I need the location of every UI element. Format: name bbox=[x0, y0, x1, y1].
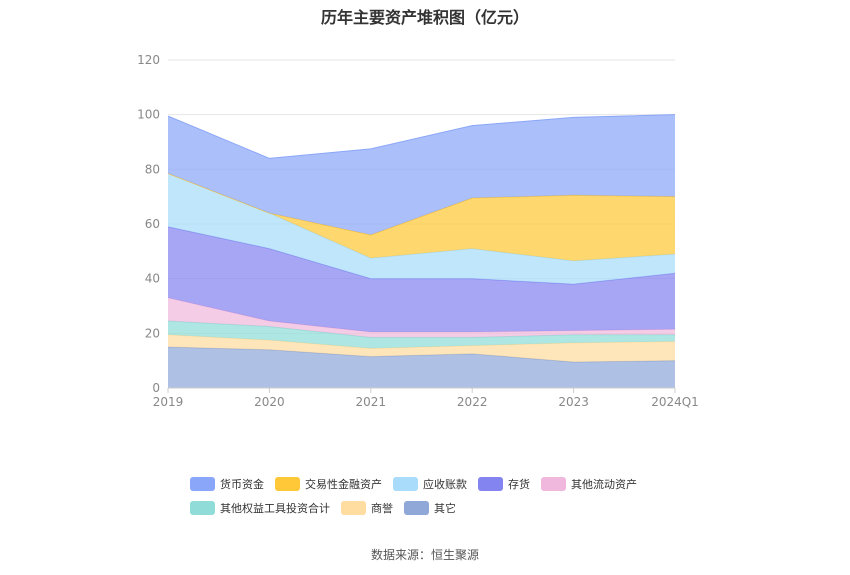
x-tick-label: 2023 bbox=[558, 395, 589, 409]
legend-label: 存货 bbox=[508, 478, 530, 491]
legend-label: 其他流动资产 bbox=[571, 478, 637, 491]
y-tick-label: 120 bbox=[137, 53, 160, 67]
area-其他权益工具投资合计 bbox=[168, 321, 675, 349]
legend-item[interactable]: 交易性金融资产 bbox=[275, 476, 382, 492]
legend-item[interactable]: 货币资金 bbox=[190, 476, 264, 492]
legend-swatch bbox=[541, 477, 566, 491]
legend-label: 货币资金 bbox=[220, 478, 264, 491]
legend-label: 其它 bbox=[434, 502, 456, 515]
area-交易性金融资产 bbox=[168, 173, 675, 261]
chart-title: 历年主要资产堆积图（亿元） bbox=[320, 8, 529, 27]
legend-item[interactable]: 应收账款 bbox=[393, 476, 467, 492]
y-tick-label: 40 bbox=[145, 272, 160, 286]
x-axis-labels: 2019 2020 2021 2022 2023 2024Q1 bbox=[153, 395, 699, 409]
legend-item[interactable]: 其他权益工具投资合计 bbox=[190, 500, 330, 516]
area-series bbox=[167, 114, 676, 388]
y-tick-label: 80 bbox=[145, 162, 160, 176]
legend-swatch bbox=[190, 477, 215, 491]
legend-label: 其他权益工具投资合计 bbox=[220, 502, 330, 515]
x-tick-label: 2021 bbox=[356, 395, 387, 409]
y-axis-labels: 0 20 40 60 80 100 120 bbox=[137, 53, 160, 395]
x-tick-label: 2019 bbox=[153, 395, 184, 409]
legend-label: 商誉 bbox=[371, 502, 393, 515]
legend-label: 交易性金融资产 bbox=[305, 478, 382, 491]
legend-label: 应收账款 bbox=[423, 478, 467, 491]
legend-swatch bbox=[404, 501, 429, 515]
legend-item[interactable]: 商誉 bbox=[341, 500, 393, 516]
x-tick-label: 2022 bbox=[457, 395, 488, 409]
stacked-area-chart: 0 20 40 60 80 100 120 2019 2020 2021 2022 2023 2024… bbox=[137, 53, 699, 409]
area-其他流动资产 bbox=[168, 297, 675, 338]
legend-row: 货币资金 交易性金融资产 应收账款 存货 其他流动资产 bbox=[190, 472, 690, 496]
legend-swatch bbox=[393, 477, 418, 491]
chart-legend: 货币资金 交易性金融资产 应收账款 存货 其他流动资产其他权益工具投资合计 商誉 其它 bbox=[190, 472, 690, 520]
legend-item[interactable]: 其它 bbox=[404, 500, 456, 516]
y-tick-label: 100 bbox=[137, 108, 160, 122]
area-其它 bbox=[168, 347, 675, 388]
y-tick-label: 60 bbox=[145, 217, 160, 231]
x-axis bbox=[167, 387, 676, 393]
legend-swatch bbox=[275, 477, 300, 491]
area-应收账款 bbox=[168, 173, 675, 285]
area-存货 bbox=[168, 226, 675, 332]
data-source: 数据来源：恒生聚源 bbox=[370, 548, 479, 562]
legend-swatch bbox=[341, 501, 366, 515]
area-edge-货币资金 bbox=[167, 114, 676, 159]
y-tick-label: 20 bbox=[145, 326, 160, 340]
y-tick-label: 0 bbox=[152, 381, 160, 395]
x-tick-label: 2024Q1 bbox=[651, 395, 699, 409]
legend-swatch bbox=[190, 501, 215, 515]
legend-row: 其他权益工具投资合计 商誉 其它 bbox=[190, 496, 690, 520]
area-货币资金 bbox=[168, 114, 675, 235]
x-tick-label: 2020 bbox=[254, 395, 285, 409]
legend-swatch bbox=[478, 477, 503, 491]
area-商誉 bbox=[168, 334, 675, 363]
legend-item[interactable]: 其他流动资产 bbox=[541, 476, 637, 492]
legend-item[interactable]: 存货 bbox=[478, 476, 530, 492]
